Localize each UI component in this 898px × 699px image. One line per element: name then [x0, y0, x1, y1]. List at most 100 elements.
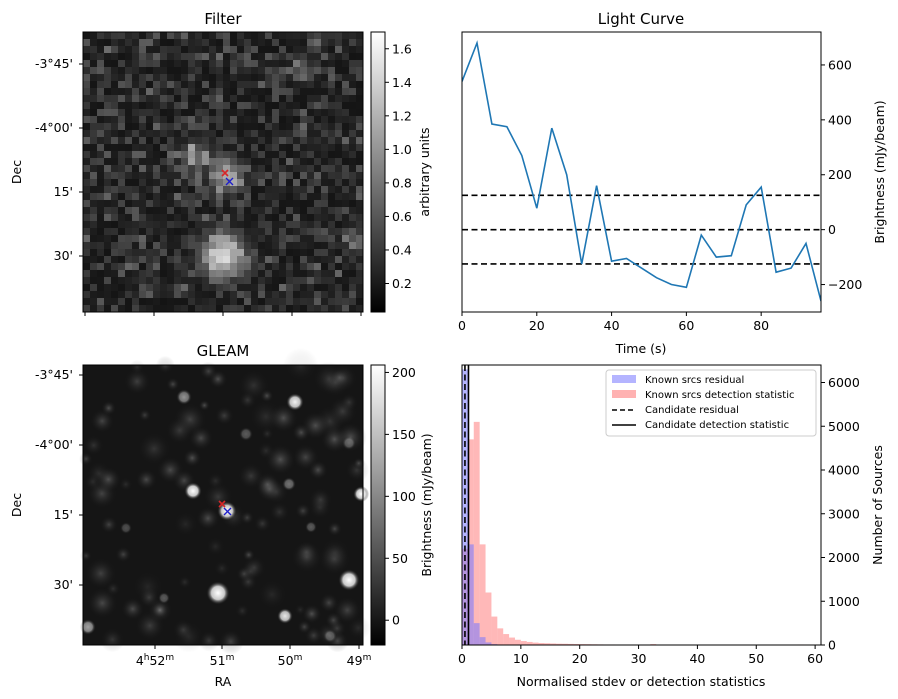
filter-pixel: [335, 88, 343, 96]
filter-pixel: [342, 130, 350, 138]
filter-pixel: [356, 277, 364, 285]
filter-pixel: [181, 270, 189, 278]
filter-pixel: [139, 88, 147, 96]
filter-pixel: [202, 221, 210, 229]
filter-pixel: [146, 263, 154, 271]
filter-pixel: [293, 67, 301, 75]
filter-pixel: [272, 165, 280, 173]
filter-pixel: [356, 88, 364, 96]
filter-pixel: [146, 60, 154, 68]
filter-pixel: [139, 158, 147, 166]
filter-pixel: [146, 235, 154, 243]
filter-pixel: [272, 298, 280, 306]
filter-pixel: [307, 144, 315, 152]
filter-pixel: [286, 88, 294, 96]
filter-pixel: [111, 242, 119, 250]
filter-pixel: [216, 214, 224, 222]
filter-pixel: [153, 228, 161, 236]
filter-pixel: [335, 291, 343, 299]
filter-pixel: [335, 53, 343, 61]
filter-pixel: [314, 235, 322, 243]
filter-pixel: [174, 305, 182, 313]
filter-pixel: [342, 60, 350, 68]
filter-pixel: [230, 137, 238, 145]
filter-pixel: [216, 165, 224, 173]
filter-pixel: [153, 214, 161, 222]
x-tick-label: 10: [513, 651, 529, 666]
gleam-noise-blob: [105, 580, 122, 597]
filter-pixel: [195, 95, 203, 103]
filter-pixel: [293, 284, 301, 292]
filter-pixel: [188, 123, 196, 131]
filter-pixel: [237, 130, 245, 138]
filter-pixel: [174, 109, 182, 117]
filter-pixel: [286, 116, 294, 124]
filter-pixel: [83, 235, 91, 243]
filter-pixel: [314, 277, 322, 285]
filter-pixel: [125, 165, 133, 173]
filter-pixel: [335, 200, 343, 208]
filter-pixel: [160, 235, 168, 243]
filter-pixel: [97, 235, 105, 243]
filter-pixel: [237, 102, 245, 110]
filter-pixel: [83, 291, 91, 299]
filter-pixel: [125, 109, 133, 117]
filter-pixel: [118, 95, 126, 103]
filter-pixel: [265, 158, 273, 166]
filter-pixel: [153, 179, 161, 187]
filter-pixel: [118, 74, 126, 82]
filter-pixel: [251, 144, 259, 152]
filter-pixel: [202, 277, 210, 285]
filter-pixel: [153, 263, 161, 271]
filter-pixel: [195, 137, 203, 145]
filter-pixel: [300, 256, 308, 264]
filter-pixel: [188, 242, 196, 250]
filter-pixel: [202, 102, 210, 110]
histogram-bar: [509, 637, 515, 645]
filter-pixel: [237, 46, 245, 54]
filter-pixel: [265, 214, 273, 222]
filter-pixel: [328, 32, 336, 40]
filter-pixel: [181, 46, 189, 54]
y-tick-label: 0: [828, 638, 836, 653]
filter-pixel: [111, 144, 119, 152]
filter-pixel: [125, 193, 133, 201]
filter-pixel: [237, 298, 245, 306]
filter-pixel: [244, 291, 252, 299]
filter-pixel: [83, 228, 91, 236]
filter-pixel: [314, 200, 322, 208]
filter-pixel: [328, 242, 336, 250]
filter-pixel: [328, 102, 336, 110]
filter-pixel: [188, 256, 196, 264]
gleam-noise-blob: [254, 471, 281, 498]
filter-pixel: [279, 179, 287, 187]
filter-pixel: [314, 109, 322, 117]
filter-pixel: [279, 137, 287, 145]
filter-pixel: [237, 256, 245, 264]
filter-pixel: [181, 242, 189, 250]
filter-pixel: [153, 165, 161, 173]
filter-pixel: [209, 221, 217, 229]
histogram-bar: [479, 544, 486, 645]
filter-pixel: [293, 235, 301, 243]
filter-pixel: [328, 214, 336, 222]
filter-pixel: [125, 130, 133, 138]
filter-pixel: [244, 235, 252, 243]
filter-pixel: [314, 165, 322, 173]
filter-pixel: [111, 165, 119, 173]
filter-pixel: [160, 172, 168, 180]
filter-pixel: [321, 116, 329, 124]
filter-pixel: [230, 291, 238, 299]
filter-pixel: [104, 221, 112, 229]
filter-pixel: [244, 53, 252, 61]
filter-pixel: [202, 291, 210, 299]
filter-pixel: [223, 249, 231, 257]
filter-pixel: [335, 277, 343, 285]
colorbar-tick-label: 0.6: [392, 209, 412, 224]
filter-pixel: [258, 270, 266, 278]
filter-pixel: [153, 193, 161, 201]
colorbar-tick-label: 1.2: [392, 108, 412, 123]
filter-pixel: [258, 102, 266, 110]
filter-pixel: [125, 32, 133, 40]
filter-pixel: [209, 130, 217, 138]
